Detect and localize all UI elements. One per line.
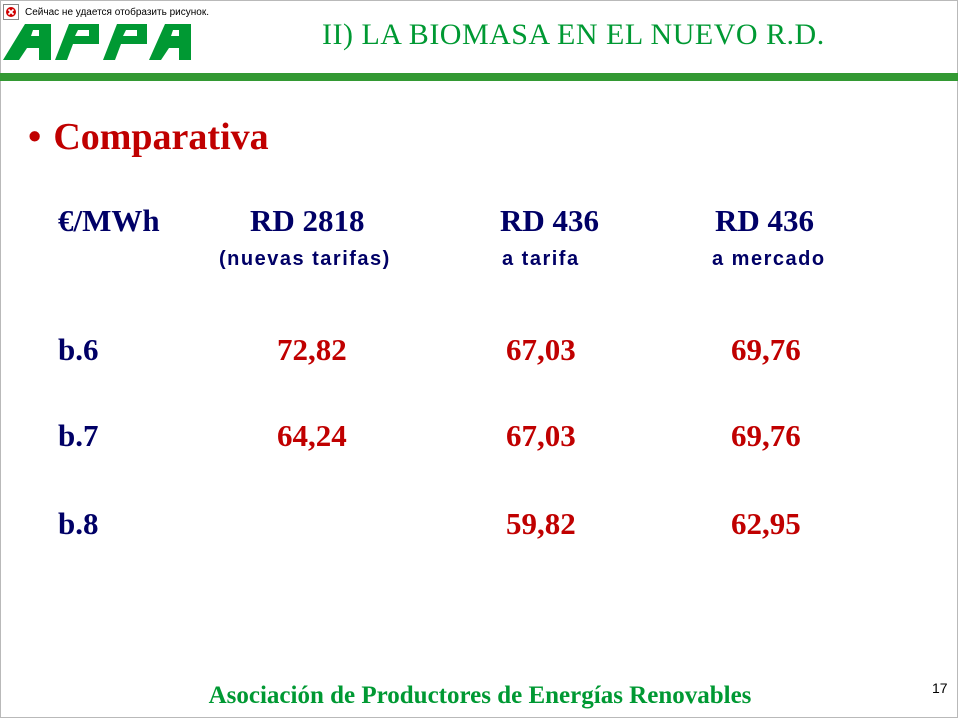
value-b6-rd2818: 72,82 bbox=[277, 332, 347, 367]
bullet: • bbox=[28, 116, 42, 158]
heading-text: Comparativa bbox=[53, 116, 269, 158]
page-number: 17 bbox=[932, 680, 948, 696]
image-placeholder-text: Сейчас не удается отобразить рисунок. bbox=[25, 6, 209, 18]
column-header-rd436-mercado: RD 436 bbox=[715, 203, 815, 238]
value-b7-rd436-mercado: 69,76 bbox=[731, 418, 801, 453]
column-header-rd2818: RD 2818 bbox=[250, 203, 365, 238]
value-b6-rd436-tarifa: 67,03 bbox=[506, 332, 576, 367]
row-label-b6: b.6 bbox=[58, 332, 99, 367]
column-subheader-rd2818: (nuevas tarifas) bbox=[219, 248, 391, 270]
title-divider bbox=[0, 73, 958, 81]
column-header-unit: €/MWh bbox=[58, 203, 160, 238]
value-b8-rd436-mercado: 62,95 bbox=[731, 506, 801, 541]
appa-logo bbox=[3, 22, 191, 67]
value-b7-rd436-tarifa: 67,03 bbox=[506, 418, 576, 453]
column-subheader-rd436-tarifa: a tarifa bbox=[502, 248, 580, 270]
footer-organization: Asociación de Productores de Energías Re… bbox=[208, 682, 752, 709]
column-subheader-rd436-mercado: a mercado bbox=[712, 248, 826, 270]
row-label-b8: b.8 bbox=[58, 506, 99, 541]
row-label-b7: b.7 bbox=[58, 418, 99, 453]
image-placeholder: Сейчас не удается отобразить рисунок. bbox=[3, 3, 245, 21]
value-b7-rd2818: 64,24 bbox=[277, 418, 347, 453]
value-b6-rd436-mercado: 69,76 bbox=[731, 332, 801, 367]
page-title: II) LA BIOMASA EN EL NUEVO R.D. bbox=[322, 18, 825, 51]
column-header-rd436-tarifa: RD 436 bbox=[500, 203, 600, 238]
value-b8-rd436-tarifa: 59,82 bbox=[506, 506, 576, 541]
broken-image-icon bbox=[3, 4, 19, 20]
section-heading: • Comparativa bbox=[28, 115, 269, 159]
